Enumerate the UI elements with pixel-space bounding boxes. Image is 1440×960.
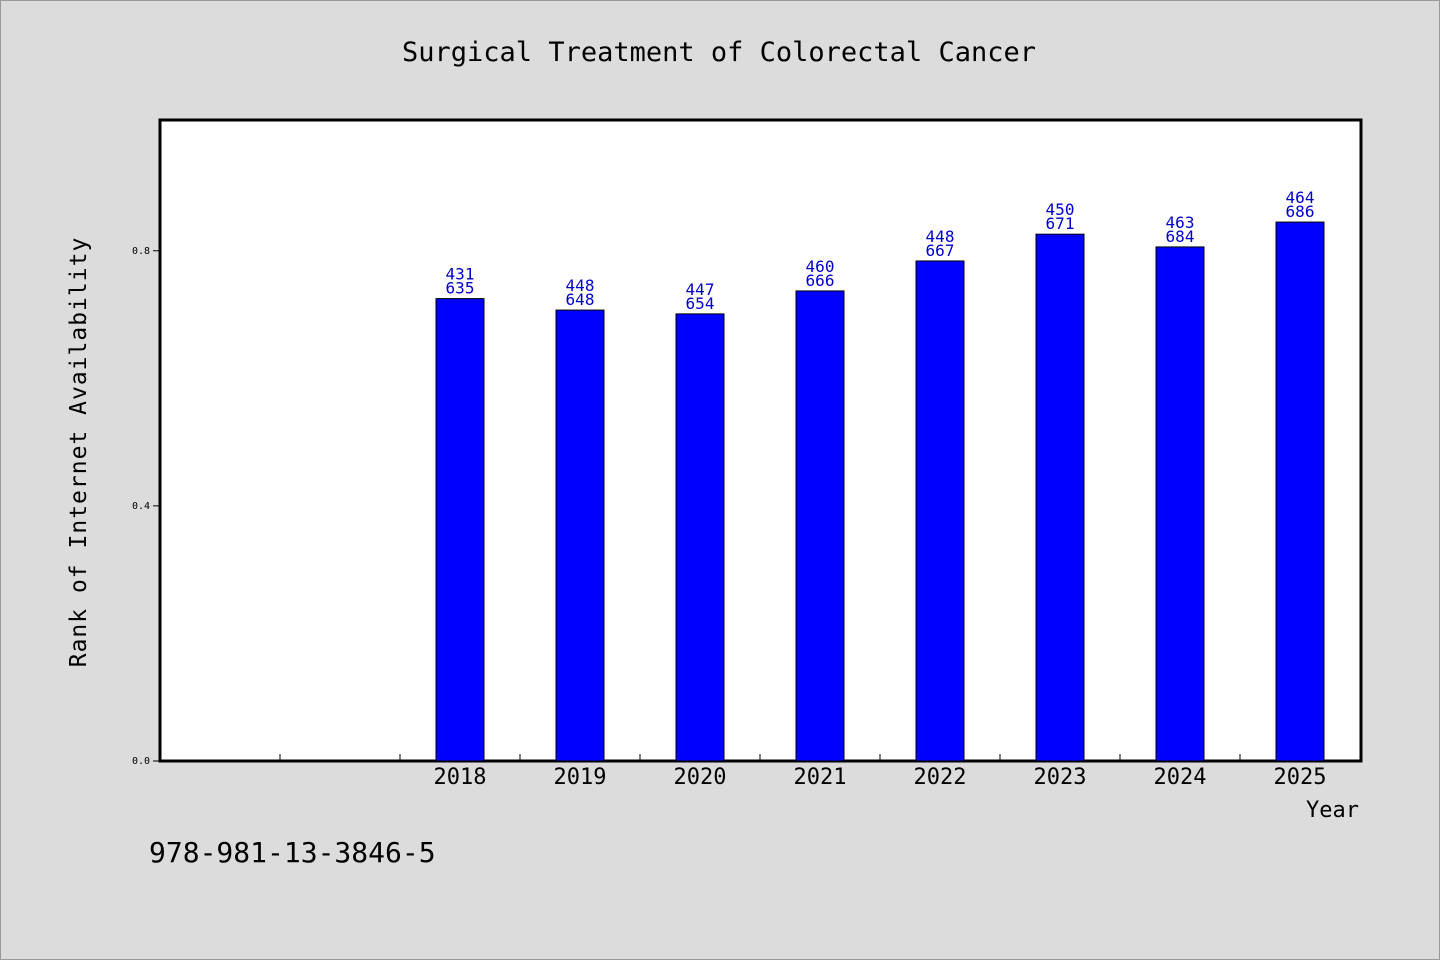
bar	[1275, 221, 1325, 762]
bar	[555, 309, 605, 762]
data-label-bottom: 654	[686, 294, 715, 313]
x-tick-label: 2025	[1274, 765, 1327, 790]
data-label-bottom: 671	[1046, 214, 1075, 233]
data-label-top: 448	[926, 227, 955, 246]
data-label-top: 431	[446, 265, 475, 284]
isbn-footer: 978-981-13-3846-5	[149, 836, 436, 869]
bar	[1155, 246, 1205, 762]
data-label-bottom: 684	[1166, 227, 1195, 246]
x-tick-label: 2024	[1154, 765, 1207, 790]
y-tick-label: 0.4	[132, 501, 150, 512]
data-label-bottom: 635	[446, 279, 475, 298]
bars-group	[435, 221, 1325, 762]
data-label-top: 448	[566, 276, 595, 295]
bar	[1035, 233, 1085, 762]
data-label-top: 464	[1286, 188, 1315, 207]
data-label-bottom: 667	[926, 241, 955, 260]
chart-title: Surgical Treatment of Colorectal Cancer	[402, 37, 1036, 68]
data-label-top: 447	[686, 280, 715, 299]
data-label-bottom: 648	[566, 290, 595, 309]
bar	[795, 290, 845, 762]
y-axis-ticks: 0.0 0.4 0.8	[132, 246, 160, 767]
data-label-bottom: 666	[806, 271, 835, 290]
x-tick-label: 2021	[794, 765, 847, 790]
y-axis-label: Rank of Internet Availability	[66, 237, 92, 668]
bar	[675, 313, 725, 762]
y-tick-label: 0.0	[132, 756, 150, 767]
x-tick-label: 2019	[554, 765, 607, 790]
data-label-top: 463	[1166, 213, 1195, 232]
data-label-top: 450	[1046, 200, 1075, 219]
x-tick-label: 2020	[674, 765, 727, 790]
x-tick-label: 2023	[1034, 765, 1087, 790]
bar	[435, 298, 485, 762]
data-label-top: 460	[806, 257, 835, 276]
x-tick-label: 2018	[434, 765, 487, 790]
bar	[915, 260, 965, 762]
x-tick-label: 2022	[914, 765, 967, 790]
x-axis-label: Year	[1306, 798, 1359, 823]
x-axis-ticks: 2018 2019 2020 2021 2022 2023 2024 2025	[279, 754, 1327, 790]
data-label-bottom: 686	[1286, 202, 1315, 221]
y-tick-label: 0.8	[132, 246, 150, 257]
